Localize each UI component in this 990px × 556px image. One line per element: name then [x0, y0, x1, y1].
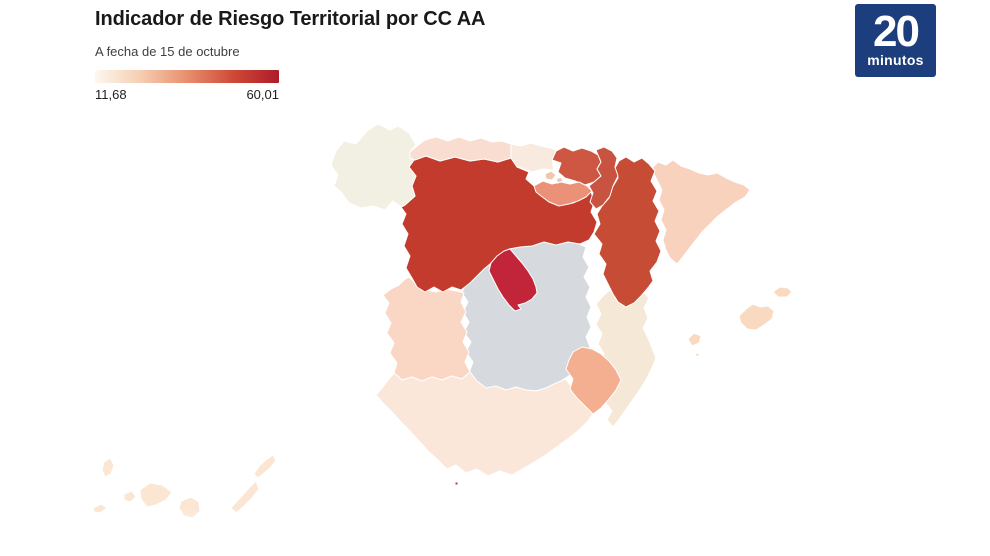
region-murcia[interactable]	[565, 346, 622, 415]
region-cataluna[interactable]	[650, 159, 751, 265]
region-madrid[interactable]	[488, 248, 538, 312]
region-canarias[interactable]	[92, 454, 277, 519]
region-ceuta[interactable]	[454, 481, 459, 486]
legend-gradient-bar	[95, 70, 279, 83]
region-la-rioja[interactable]	[533, 180, 593, 207]
color-scale-legend: 11,68 60,01	[95, 70, 279, 102]
logo-badge: 20 minutos	[855, 4, 936, 77]
region-galicia[interactable]	[330, 123, 417, 211]
region-andalucia[interactable]	[375, 371, 595, 477]
region-extremadura[interactable]	[382, 276, 471, 382]
region-castilla-y-leon[interactable]	[400, 155, 598, 293]
logo-word: minutos	[867, 51, 924, 68]
logo-number: 20	[873, 7, 920, 57]
region-navarra[interactable]	[588, 146, 619, 210]
chart-header: Indicador de Riesgo Territorial por CC A…	[95, 8, 486, 102]
legend-min-label: 11,68	[95, 87, 127, 102]
legend-labels: 11,68 60,01	[95, 87, 279, 102]
chart-subtitle: A fecha de 15 de octubre	[95, 44, 240, 59]
legend-max-label: 60,01	[246, 87, 279, 102]
region-trevino-enclave[interactable]	[544, 170, 564, 184]
region-baleares[interactable]	[687, 286, 793, 358]
page-title: Indicador de Riesgo Territorial por CC A…	[95, 8, 486, 30]
region-cantabria[interactable]	[510, 142, 557, 173]
